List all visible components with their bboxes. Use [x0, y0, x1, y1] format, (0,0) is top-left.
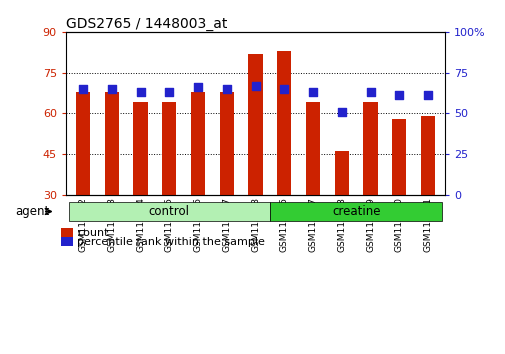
Text: GDS2765 / 1448003_at: GDS2765 / 1448003_at	[66, 17, 227, 31]
Text: control: control	[148, 205, 189, 218]
Point	[337, 109, 345, 114]
Point	[79, 86, 87, 92]
Bar	[133, 102, 147, 195]
Bar	[76, 92, 90, 195]
Point	[136, 89, 144, 95]
Point	[366, 89, 374, 95]
Bar	[391, 119, 406, 195]
Point	[193, 84, 201, 90]
Bar	[334, 151, 348, 195]
Text: percentile rank within the sample: percentile rank within the sample	[77, 236, 265, 247]
Text: count: count	[77, 228, 109, 238]
Bar	[363, 102, 377, 195]
Point	[251, 83, 259, 88]
Bar	[420, 116, 434, 195]
Point	[394, 92, 402, 98]
Bar	[248, 53, 262, 195]
Bar	[219, 92, 233, 195]
Bar	[105, 92, 119, 195]
Text: agent: agent	[15, 205, 49, 218]
Bar	[190, 92, 205, 195]
Point	[423, 92, 431, 98]
Text: creatine: creatine	[331, 205, 380, 218]
Point	[280, 86, 288, 92]
Point	[165, 89, 173, 95]
Bar	[277, 51, 291, 195]
Bar	[162, 102, 176, 195]
Point	[108, 86, 116, 92]
Point	[309, 89, 317, 95]
Point	[222, 86, 230, 92]
Bar	[305, 102, 320, 195]
